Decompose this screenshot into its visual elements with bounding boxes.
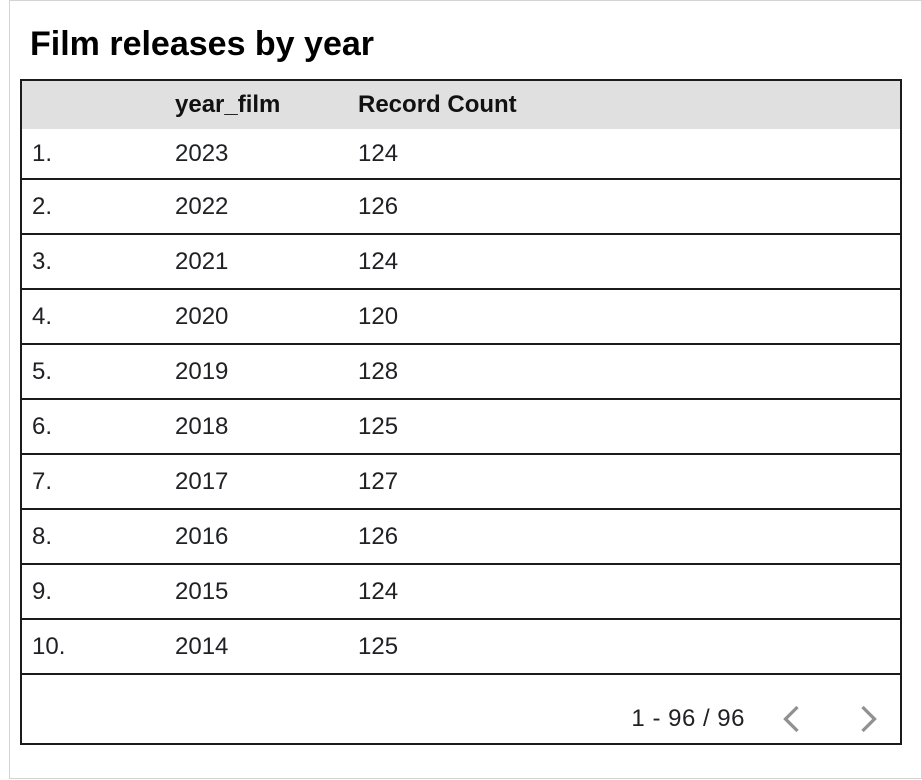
year-film-cell: 2014 (175, 632, 229, 660)
year-film-cell: 2021 (175, 247, 229, 275)
row-number-cell: 4. (32, 302, 53, 330)
record-count-cell: 125 (358, 412, 399, 440)
header-cell-record-count[interactable]: Record Count (358, 91, 517, 118)
chevron-left-icon (783, 705, 799, 733)
row-number-cell: 7. (32, 467, 53, 495)
year-film-cell: 2022 (175, 192, 229, 220)
table-row: 8. 2016 126 (22, 508, 900, 563)
record-count-cell: 124 (358, 247, 399, 275)
table-body: 1. 2023 124 2. 2022 126 3. 2021 124 4. 2020 120 5. 20… (22, 129, 900, 673)
table-header-row: year_film Record Count (22, 81, 900, 129)
pagination-next-button[interactable] (843, 695, 891, 743)
year-film-cell: 2017 (175, 467, 229, 495)
row-number-cell: 10. (32, 632, 66, 660)
pagination-range: 1 - 96 / 96 (631, 705, 745, 732)
year-film-cell: 2015 (175, 577, 229, 605)
chevron-right-icon (861, 705, 877, 733)
year-film-cell: 2023 (175, 139, 229, 167)
record-count-cell: 125 (358, 632, 399, 660)
row-number-cell: 3. (32, 247, 53, 275)
year-film-cell: 2018 (175, 412, 229, 440)
row-number-cell: 8. (32, 522, 53, 550)
table-row: 6. 2018 125 (22, 398, 900, 453)
table-row: 7. 2017 127 (22, 453, 900, 508)
table-row: 5. 2019 128 (22, 343, 900, 398)
record-count-cell: 126 (358, 522, 399, 550)
table-footer: 1 - 96 / 96 (22, 673, 900, 743)
record-count-cell: 126 (358, 192, 399, 220)
table-row: 2. 2022 126 (22, 178, 900, 233)
row-number-cell: 2. (32, 192, 53, 220)
row-number-cell: 6. (32, 412, 53, 440)
year-film-cell: 2019 (175, 357, 229, 385)
year-film-cell: 2020 (175, 302, 229, 330)
pagination-prev-button[interactable] (769, 695, 817, 743)
record-count-cell: 127 (358, 467, 399, 495)
table-row: 4. 2020 120 (22, 288, 900, 343)
row-number-cell: 9. (32, 577, 53, 605)
table-row: 10. 2014 125 (22, 618, 900, 673)
record-count-cell: 120 (358, 302, 399, 330)
data-table: year_film Record Count 1. 2023 124 2. 2022 12… (20, 79, 902, 745)
table-row: 1. 2023 124 (22, 129, 900, 178)
year-film-cell: 2016 (175, 522, 229, 550)
table-row: 3. 2021 124 (22, 233, 900, 288)
row-number-cell: 1. (32, 139, 53, 167)
record-count-cell: 124 (358, 577, 399, 605)
table-row: 9. 2015 124 (22, 563, 900, 618)
chart-title: Film releases by year (30, 25, 375, 63)
record-count-cell: 124 (358, 139, 399, 167)
record-count-cell: 128 (358, 357, 399, 385)
header-cell-year-film[interactable]: year_film (175, 91, 281, 118)
row-number-cell: 5. (32, 357, 53, 385)
